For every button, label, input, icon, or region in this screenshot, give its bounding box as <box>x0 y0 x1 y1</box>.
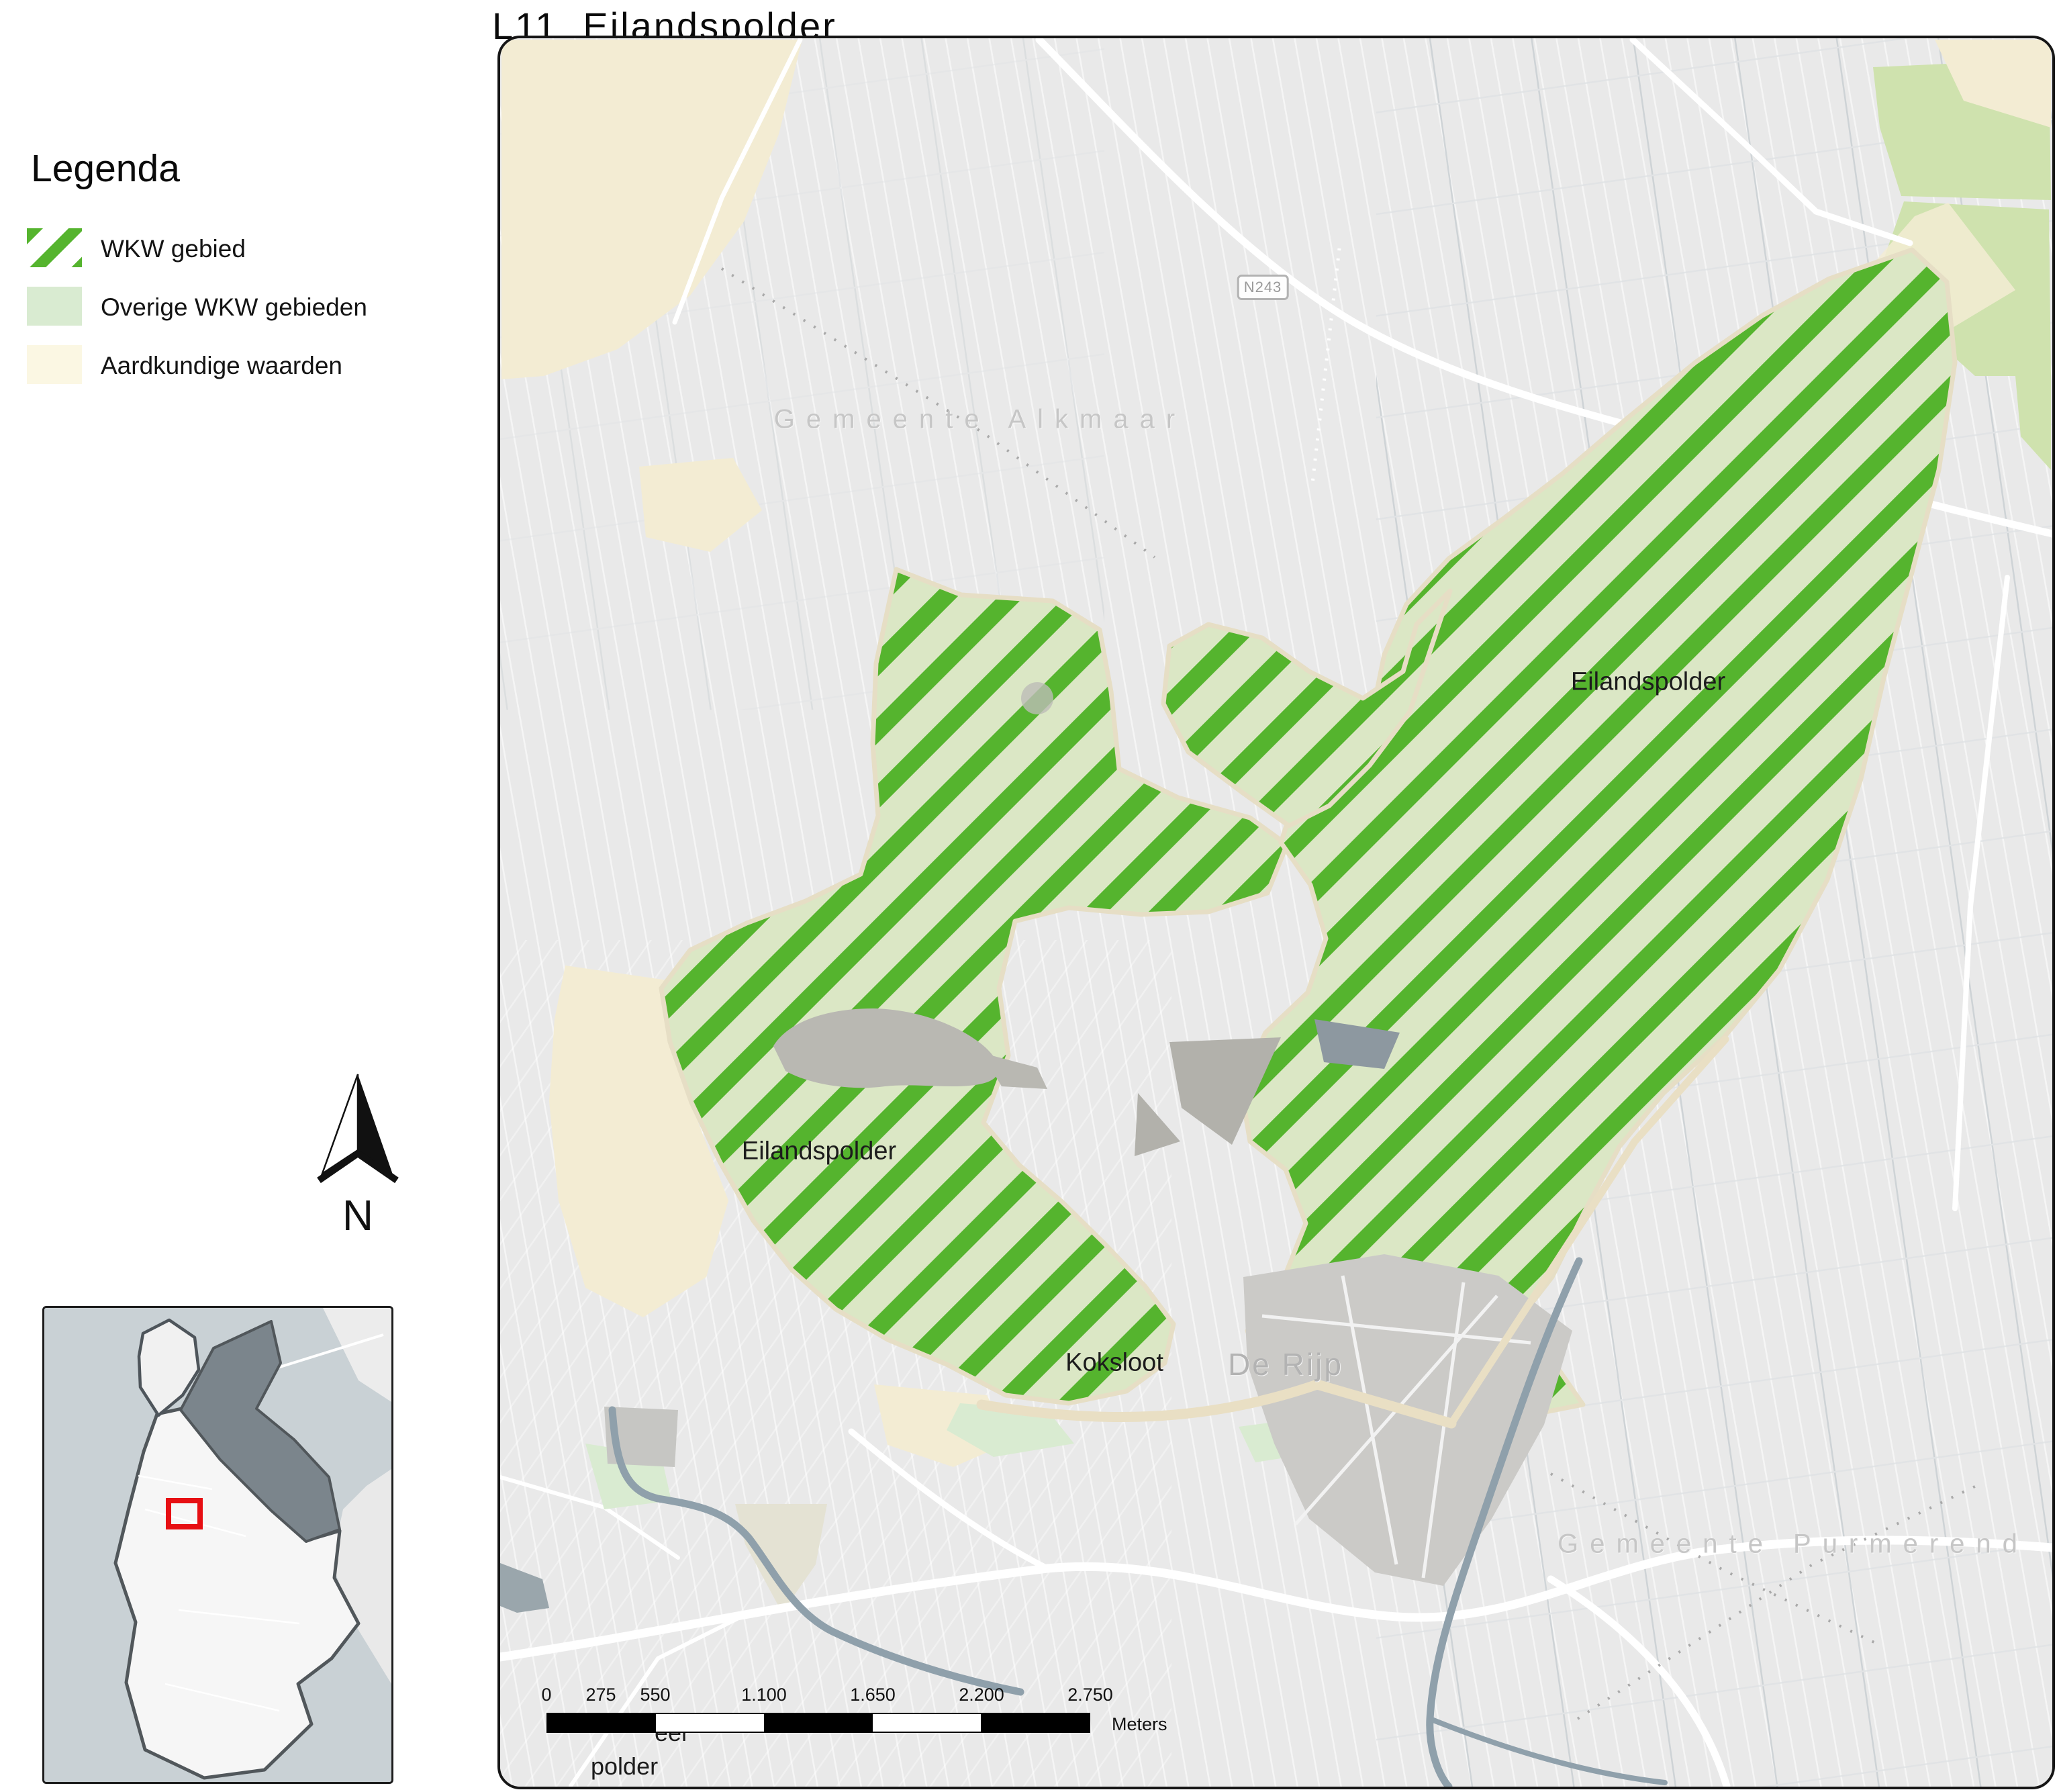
scale-tick-label: 2.200 <box>959 1685 1004 1705</box>
scale-bar-segments <box>546 1713 1090 1733</box>
dike-roads <box>976 1035 1729 1429</box>
wkw-areas <box>659 247 1958 1422</box>
lakes-and-water <box>500 682 1400 1613</box>
map-frame: Gemeente Alkmaar Gemeente Purmerend Eila… <box>497 36 2055 1789</box>
label-eilandspolder-west: Eilandspolder <box>741 1137 897 1166</box>
north-arrow-label: N <box>342 1191 373 1239</box>
wkw-area-west <box>659 567 1290 1406</box>
legend-item-overige-wkw: Overige WKW gebieden <box>101 293 367 321</box>
legend-title: Legenda <box>31 147 180 190</box>
label-de-rijp: De Rijp <box>1228 1347 1343 1382</box>
north-arrow-icon: N <box>317 1074 399 1239</box>
overige-wkw-swatch-icon <box>27 287 82 326</box>
aardkundige-swatch-icon <box>27 345 82 384</box>
canals <box>608 1257 1668 1787</box>
map-canvas <box>500 38 2052 1787</box>
scale-tick-label: 1.100 <box>741 1685 787 1705</box>
label-gemeente-purmerend: Gemeente Purmerend <box>1558 1529 2029 1559</box>
scale-tick-label: 2.750 <box>1067 1685 1113 1705</box>
scale-tick-label: 1.650 <box>850 1685 896 1705</box>
label-gemeente-alkmaar: Gemeente Alkmaar <box>773 404 1187 434</box>
scale-tick-label: 550 <box>640 1685 671 1705</box>
label-partial-polder: polder <box>591 1752 659 1780</box>
scale-unit-label: Meters <box>1112 1714 1167 1734</box>
wkw-area-lobe <box>1161 588 1453 829</box>
wkw-hatch-swatch-icon <box>27 228 82 267</box>
road-shield-n243: N243 <box>1237 275 1289 300</box>
label-koksloot: Koksloot <box>1065 1348 1163 1377</box>
wkw-area-east <box>1238 247 1958 1411</box>
legend-item-wkw-gebied: WKW gebied <box>101 235 246 263</box>
scale-tick-label: 0 <box>541 1685 552 1705</box>
inset-locator-rectangle <box>166 1498 203 1529</box>
label-eilandspolder-east: Eilandspolder <box>1570 667 1726 696</box>
legend-item-aardkundige: Aardkundige waarden <box>101 352 342 379</box>
inset-locator-map <box>42 1306 393 1784</box>
scale-tick-label: 275 <box>585 1685 616 1705</box>
